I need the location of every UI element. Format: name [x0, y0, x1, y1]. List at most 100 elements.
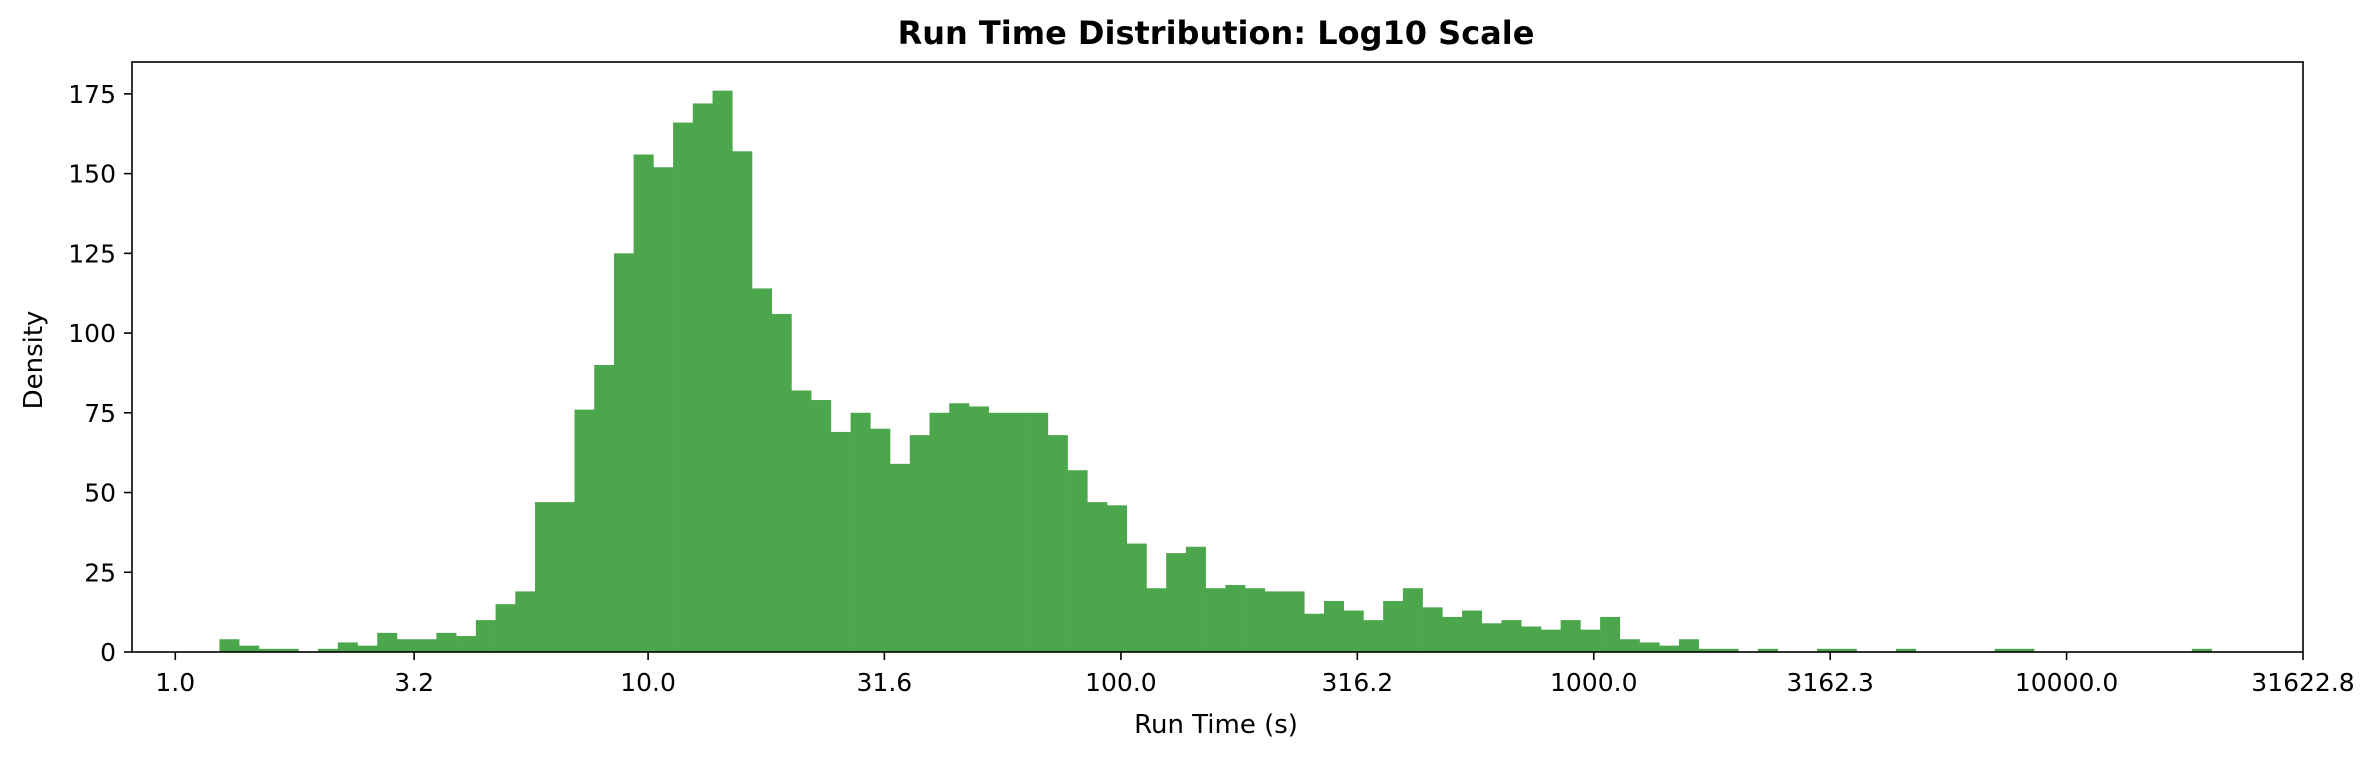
histogram-bar [1284, 591, 1305, 652]
histogram-bar [1166, 553, 1187, 652]
histogram-bar [1836, 648, 1857, 652]
histogram-bar [929, 412, 950, 652]
histogram-bars [219, 90, 2212, 653]
histogram-bar [357, 645, 378, 652]
x-tick-label: 3162.3 [1786, 668, 1873, 697]
histogram-bar [890, 463, 911, 652]
histogram-bar [318, 648, 339, 652]
histogram-bar [1028, 412, 1049, 652]
histogram-bar [594, 364, 615, 652]
histogram-bar [1067, 470, 1088, 652]
x-axis-label: Run Time (s) [1134, 710, 1298, 740]
chart-title: Run Time Distribution: Log10 Scale [898, 14, 1535, 52]
histogram-bar [1718, 648, 1739, 652]
histogram-bar [554, 502, 575, 652]
histogram-bar [219, 639, 240, 652]
histogram-bar [239, 645, 260, 652]
histogram-bar [653, 167, 674, 653]
histogram-bar [535, 502, 556, 652]
histogram-bar [1363, 620, 1384, 652]
x-tick-label: 100.0 [1085, 668, 1157, 697]
histogram-bar [968, 406, 989, 652]
y-tick-label: 125 [68, 239, 116, 268]
histogram-bar [1126, 543, 1147, 652]
histogram-bar [495, 604, 516, 652]
histogram-bar [830, 431, 851, 652]
histogram-bar [1817, 648, 1838, 652]
histogram-bar [613, 253, 634, 652]
x-tick-label: 1000.0 [1550, 668, 1637, 697]
histogram-bar [574, 409, 595, 652]
y-axis-ticks: 0 25 50 75 100 125 150 175 [68, 80, 132, 667]
histogram-bar [751, 288, 773, 652]
histogram-bar [1383, 600, 1404, 652]
histogram-bar [1994, 648, 2015, 652]
histogram-bar [475, 620, 496, 652]
y-axis-label: Density [19, 311, 49, 410]
histogram-bar [1679, 639, 1700, 652]
histogram-bar [258, 648, 279, 652]
y-tick-label: 175 [68, 80, 116, 109]
y-tick-label: 25 [84, 558, 116, 587]
plot-frame [131, 61, 2304, 653]
histogram-bar [870, 428, 891, 652]
histogram-bar [850, 412, 871, 652]
histogram-bar [673, 122, 694, 653]
histogram-bar [1501, 620, 1522, 652]
histogram-bar [396, 639, 417, 652]
histogram-bar [1895, 648, 1916, 652]
histogram-bar [1462, 610, 1483, 652]
histogram-bar [1264, 591, 1285, 652]
histogram-bar [1757, 648, 1778, 652]
histogram-bar [2014, 648, 2035, 652]
histogram-bar [2191, 648, 2212, 652]
histogram-bar [949, 403, 970, 652]
x-tick-label: 3.2 [394, 668, 434, 697]
histogram-bar [1343, 610, 1364, 652]
histogram-bar [692, 103, 713, 652]
x-tick-label: 10.0 [620, 668, 676, 697]
histogram-bar [1580, 629, 1601, 652]
histogram-bar [456, 636, 477, 652]
x-axis-ticks: 1.0 3.2 10.0 31.6 100.0 316.2 1000.0 3162.3 1000… [155, 652, 2355, 697]
histogram-bar [1442, 616, 1463, 652]
histogram-bar [1087, 502, 1108, 652]
y-tick-label: 75 [84, 399, 116, 428]
histogram-bar [811, 400, 832, 652]
histogram-bar [1521, 626, 1542, 652]
x-tick-label: 1.0 [155, 668, 195, 697]
y-tick-label: 100 [68, 319, 116, 348]
histogram-bar [1205, 588, 1226, 652]
y-tick-label: 0 [100, 638, 116, 667]
histogram-bar [1225, 585, 1246, 652]
histogram-bar [436, 632, 457, 652]
x-tick-label: 31622.8 [2251, 668, 2354, 697]
x-tick-label: 31.6 [857, 668, 913, 697]
histogram-bar [515, 591, 536, 652]
histogram-bar [377, 632, 398, 652]
histogram-bar [1185, 546, 1206, 652]
y-tick-label: 150 [68, 160, 116, 189]
x-tick-label: 10000.0 [2015, 668, 2118, 697]
histogram-bar [337, 642, 358, 652]
histogram-bar [1304, 613, 1325, 652]
histogram-bar [732, 151, 753, 653]
histogram-bar [1323, 600, 1344, 652]
histogram-bar [791, 390, 812, 652]
histogram-bar [1639, 642, 1660, 652]
histogram-bar [1008, 412, 1029, 652]
histogram-bar [909, 435, 930, 652]
histogram-bar [1698, 648, 1719, 652]
y-tick-label: 50 [84, 479, 116, 508]
histogram-bar [1245, 588, 1266, 652]
histogram-bar [988, 412, 1009, 652]
histogram-bar [1107, 505, 1128, 652]
histogram-bar [1659, 645, 1680, 652]
x-tick-label: 316.2 [1322, 668, 1394, 697]
histogram-bar [1481, 623, 1502, 652]
histogram-bar [1047, 435, 1068, 652]
histogram-bar [712, 90, 733, 652]
histogram-bar [1600, 616, 1621, 652]
histogram-bar [771, 313, 792, 652]
